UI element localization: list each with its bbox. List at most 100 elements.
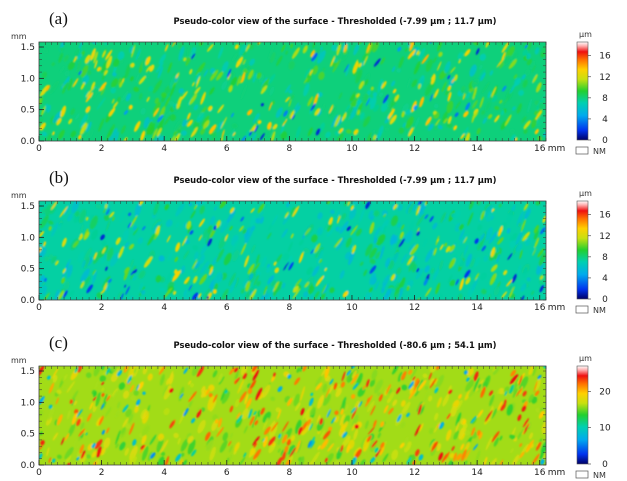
texture-pit [291,114,295,120]
texture-pit [408,380,415,390]
texture-peak [139,444,147,454]
texture-streak [134,405,139,413]
texture-peak [257,120,262,125]
texture-peak [234,44,239,50]
texture-streak [372,91,378,97]
texture-pit [501,85,507,92]
texture-peak [431,441,438,451]
texture-peak [282,119,288,127]
texture-streak [118,208,127,223]
texture-peak [51,367,59,379]
texture-streak [244,233,251,244]
texture-streak [229,432,234,439]
panel-title: Pseudo-color view of the surface - Thres… [174,16,497,26]
texture-streak [205,231,212,245]
texture-peak [41,292,50,300]
colorbar-tick-label: 0 [602,295,608,305]
texture-streak [63,54,69,62]
texture-streak [400,253,408,264]
texture-peak [450,66,456,74]
texture-peak [220,136,224,141]
colorbar-tick-label: 0 [602,460,608,470]
texture-peak [78,233,84,241]
texture-streak [534,47,540,55]
texture-peak [69,399,74,404]
texture-streak [276,55,283,67]
texture-peak [417,379,427,391]
texture-peak [241,72,246,83]
texture-peak [112,216,115,221]
y-tick-label: 1.0 [21,74,36,84]
texture-peak [292,288,301,300]
texture-streak [167,251,173,262]
texture-streak [200,407,206,412]
texture-peak [156,127,162,137]
texture-streak [313,291,320,300]
texture-streak [122,390,130,399]
texture-streak [221,61,229,73]
texture-pit [239,135,247,141]
texture-pit [429,215,434,222]
texture-streak [488,231,498,245]
texture-streak [330,114,338,128]
texture-streak [56,389,62,395]
texture-peak [254,420,259,426]
texture-streak [121,90,129,102]
texture-peak [533,380,538,393]
texture-peak [448,389,453,395]
texture-peak [232,132,236,137]
texture-streak [295,125,301,139]
texture-streak [249,224,255,238]
texture-streak [199,254,205,265]
texture-peak [267,121,272,130]
texture-streak [58,52,64,64]
texture-streak [458,224,464,231]
texture-peak [244,255,250,268]
texture-streak [459,233,468,246]
texture-peak [315,275,325,287]
texture-streak [326,225,335,237]
texture-peak [208,124,217,134]
texture-streak [329,287,335,294]
texture-streak [147,373,153,381]
texture-streak [221,391,230,404]
texture-streak [106,284,110,292]
texture-peak [173,290,177,295]
texture-streak [352,414,359,428]
texture-streak [476,127,481,135]
texture-streak [526,53,531,60]
texture-streak [169,100,175,107]
texture-streak [327,384,334,394]
texture-streak [457,293,463,300]
texture-peak [60,105,67,118]
texture-peak [200,91,206,105]
texture-peak [464,49,471,57]
texture-streak [101,366,105,371]
texture-peak [131,44,136,58]
texture-streak [73,213,80,224]
texture-streak [531,64,536,73]
texture-peak [262,435,269,448]
texture-peak [199,273,208,285]
panel-3: (c) Pseudo-color view of the surface - Th… [11,333,611,480]
texture-peak [164,44,169,52]
texture-peak [522,231,530,242]
texture-peak [84,54,91,64]
texture-streak [352,201,359,206]
texture-streak [494,105,500,111]
texture-streak [228,272,236,287]
texture-peak [436,238,440,243]
texture-pit [463,370,468,375]
texture-streak [181,119,188,127]
texture-peak [510,369,517,377]
texture-streak [314,376,322,387]
texture-pit [191,449,197,457]
texture-streak [446,122,453,129]
texture-streak [482,117,487,125]
texture-streak [266,232,272,240]
texture-peak [257,203,265,214]
texture-pit [406,412,410,418]
texture-streak [346,372,354,383]
texture-streak [422,237,428,248]
texture-peak [395,387,401,394]
